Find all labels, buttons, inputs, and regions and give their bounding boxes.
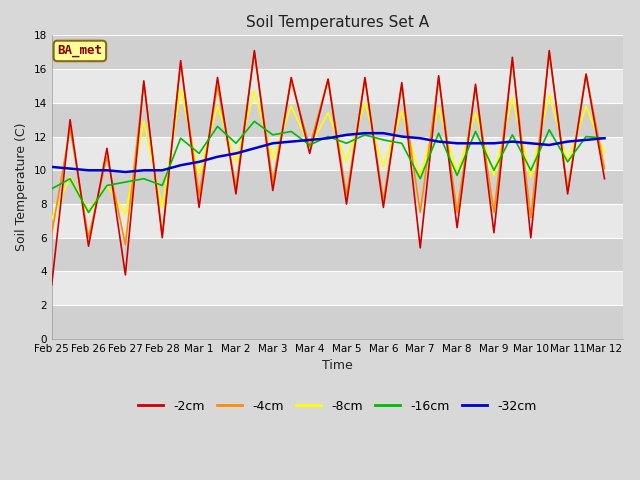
Bar bbox=[52, 170, 623, 204]
Bar bbox=[52, 103, 623, 136]
Title: Soil Temperatures Set A: Soil Temperatures Set A bbox=[246, 15, 429, 30]
Bar bbox=[52, 36, 623, 69]
Text: BA_met: BA_met bbox=[58, 45, 102, 58]
Y-axis label: Soil Temperature (C): Soil Temperature (C) bbox=[15, 123, 28, 252]
Bar bbox=[52, 305, 623, 339]
Legend: -2cm, -4cm, -8cm, -16cm, -32cm: -2cm, -4cm, -8cm, -16cm, -32cm bbox=[133, 395, 541, 418]
Bar bbox=[52, 238, 623, 272]
X-axis label: Time: Time bbox=[322, 360, 353, 372]
